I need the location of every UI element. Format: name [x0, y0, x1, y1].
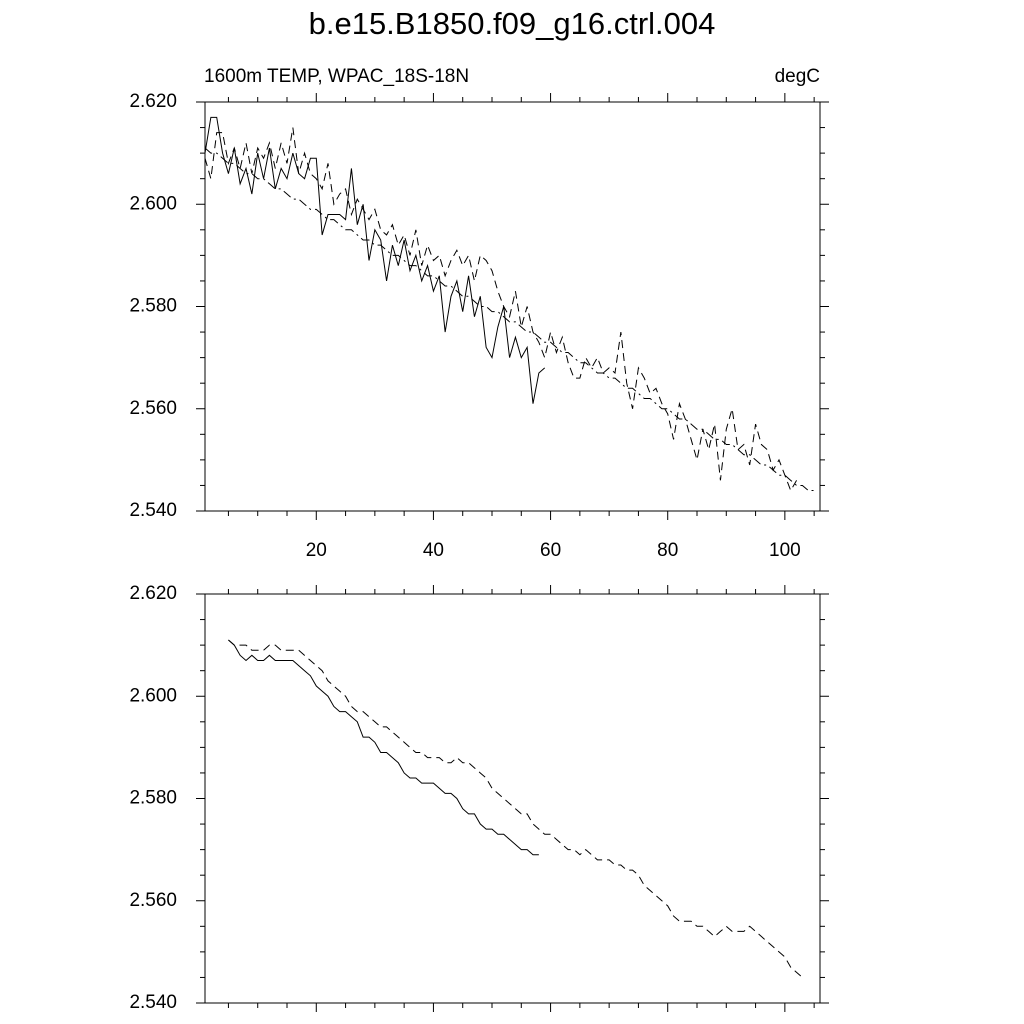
y-tick-label: 2.560	[129, 890, 177, 911]
y-tick-label: 2.540	[129, 500, 177, 521]
series-line	[204, 116, 546, 404]
series-line	[204, 147, 815, 492]
y-tick-label: 2.580	[129, 788, 177, 809]
x-tick-label: 80	[657, 540, 678, 561]
y-tick-label: 2.560	[129, 398, 177, 419]
plot-frame	[204, 101, 821, 512]
y-tick-label: 2.620	[129, 91, 177, 112]
series-line	[228, 639, 803, 978]
y-tick-label: 2.540	[129, 992, 177, 1013]
y-tick-label: 2.620	[129, 583, 177, 604]
y-tick-label: 2.600	[129, 193, 177, 214]
plot-frame	[204, 593, 821, 1004]
series-line	[204, 127, 798, 492]
x-tick-label: 40	[423, 540, 444, 561]
y-tick-label: 2.600	[129, 685, 177, 706]
y-tick-label: 2.580	[129, 296, 177, 317]
left-string: 1600m TEMP, WPAC_18S-18N	[204, 66, 469, 87]
x-tick-label: 20	[306, 540, 327, 561]
chart-title: b.e15.B1850.f09_g16.ctrl.004	[309, 6, 716, 41]
x-tick-label: 100	[769, 540, 801, 561]
x-tick-label: 60	[540, 540, 561, 561]
series-line	[228, 639, 539, 856]
right-string: degC	[775, 66, 820, 87]
